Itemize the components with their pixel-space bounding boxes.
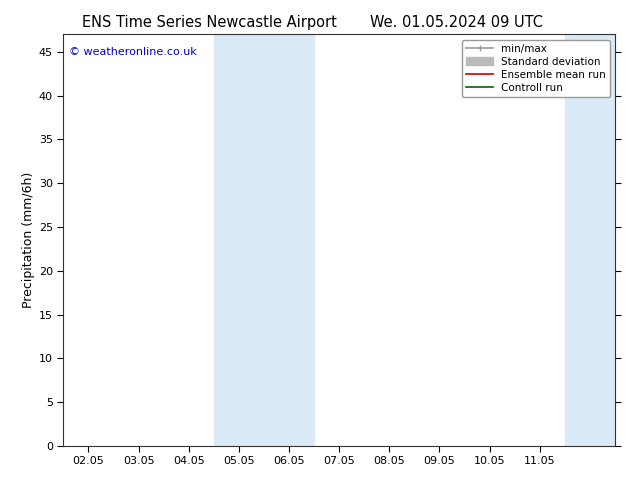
Y-axis label: Precipitation (mm/6h): Precipitation (mm/6h): [22, 172, 35, 308]
Legend: min/max, Standard deviation, Ensemble mean run, Controll run: min/max, Standard deviation, Ensemble me…: [462, 40, 610, 97]
Text: We. 01.05.2024 09 UTC: We. 01.05.2024 09 UTC: [370, 15, 543, 30]
Bar: [565, 34, 615, 446]
Text: ENS Time Series Newcastle Airport: ENS Time Series Newcastle Airport: [82, 15, 337, 30]
Text: © weatheronline.co.uk: © weatheronline.co.uk: [69, 47, 197, 57]
Bar: [264, 34, 314, 446]
Bar: [214, 34, 264, 446]
